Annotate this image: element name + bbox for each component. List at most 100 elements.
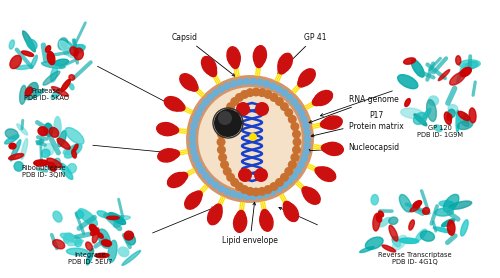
Ellipse shape [188, 135, 196, 143]
Ellipse shape [262, 80, 270, 88]
Ellipse shape [22, 31, 36, 52]
Ellipse shape [98, 229, 110, 248]
Ellipse shape [405, 99, 410, 106]
Ellipse shape [218, 111, 232, 125]
Text: RNA genome: RNA genome [309, 95, 399, 123]
Ellipse shape [10, 55, 22, 69]
Ellipse shape [58, 38, 68, 50]
Ellipse shape [125, 234, 136, 245]
Text: Lipid envelope: Lipid envelope [222, 202, 278, 245]
Ellipse shape [227, 47, 240, 66]
Ellipse shape [27, 39, 37, 49]
Ellipse shape [186, 75, 314, 203]
Ellipse shape [448, 109, 455, 118]
Ellipse shape [290, 98, 298, 106]
Ellipse shape [392, 237, 400, 247]
Ellipse shape [54, 116, 61, 137]
Ellipse shape [270, 182, 278, 191]
Ellipse shape [66, 128, 84, 144]
Ellipse shape [206, 177, 214, 185]
Ellipse shape [302, 187, 314, 198]
Ellipse shape [278, 61, 288, 74]
Ellipse shape [439, 201, 454, 207]
Ellipse shape [218, 122, 227, 131]
Ellipse shape [8, 153, 24, 160]
Ellipse shape [409, 220, 414, 230]
Ellipse shape [214, 109, 242, 137]
Ellipse shape [422, 208, 430, 214]
Ellipse shape [168, 173, 186, 187]
Ellipse shape [448, 105, 458, 113]
Ellipse shape [280, 173, 289, 182]
Ellipse shape [222, 167, 232, 176]
Ellipse shape [360, 247, 374, 253]
Ellipse shape [75, 240, 82, 247]
Ellipse shape [243, 193, 250, 200]
Ellipse shape [6, 129, 18, 139]
Ellipse shape [9, 143, 16, 149]
Ellipse shape [280, 181, 288, 189]
Text: Ribonuclease
PDB ID- 3QIN: Ribonuclease PDB ID- 3QIN [22, 165, 66, 178]
Ellipse shape [288, 160, 297, 169]
Ellipse shape [164, 97, 184, 111]
Ellipse shape [202, 98, 209, 106]
Ellipse shape [389, 225, 398, 241]
Ellipse shape [412, 59, 424, 77]
Ellipse shape [240, 185, 249, 194]
Ellipse shape [114, 219, 123, 227]
Ellipse shape [423, 108, 431, 119]
Ellipse shape [410, 205, 420, 212]
Ellipse shape [122, 250, 141, 265]
Ellipse shape [60, 39, 74, 51]
Ellipse shape [324, 142, 344, 155]
Ellipse shape [256, 192, 264, 200]
Ellipse shape [404, 58, 415, 64]
Ellipse shape [192, 155, 200, 162]
Text: Nucleocapsid: Nucleocapsid [308, 143, 400, 152]
Ellipse shape [389, 217, 398, 224]
Ellipse shape [444, 112, 452, 125]
Ellipse shape [226, 102, 235, 111]
Ellipse shape [70, 47, 78, 56]
Ellipse shape [302, 122, 310, 130]
Ellipse shape [74, 48, 84, 60]
Ellipse shape [249, 133, 257, 141]
Ellipse shape [49, 127, 58, 137]
Ellipse shape [198, 87, 302, 191]
Ellipse shape [304, 135, 312, 143]
Ellipse shape [275, 178, 284, 187]
Ellipse shape [198, 104, 205, 111]
Ellipse shape [275, 97, 284, 106]
Ellipse shape [456, 56, 461, 65]
Ellipse shape [66, 248, 88, 255]
Ellipse shape [264, 185, 272, 194]
Ellipse shape [294, 104, 302, 111]
Ellipse shape [212, 89, 220, 97]
Ellipse shape [458, 111, 469, 120]
Ellipse shape [42, 62, 65, 68]
Ellipse shape [402, 55, 478, 131]
Ellipse shape [74, 144, 78, 151]
Ellipse shape [190, 122, 198, 130]
Ellipse shape [298, 69, 316, 86]
Ellipse shape [290, 153, 300, 162]
Ellipse shape [72, 150, 76, 158]
Ellipse shape [260, 212, 273, 231]
Ellipse shape [8, 122, 80, 174]
Ellipse shape [224, 188, 231, 196]
Ellipse shape [264, 90, 272, 99]
Ellipse shape [236, 102, 250, 116]
Ellipse shape [298, 109, 305, 117]
Ellipse shape [236, 210, 246, 224]
Ellipse shape [413, 201, 422, 208]
Ellipse shape [366, 237, 383, 249]
Ellipse shape [230, 55, 239, 68]
Ellipse shape [269, 82, 276, 90]
Ellipse shape [292, 138, 302, 147]
Text: GP 41: GP 41 [278, 33, 326, 74]
Ellipse shape [45, 211, 135, 261]
Ellipse shape [450, 72, 466, 85]
Ellipse shape [290, 172, 298, 180]
Ellipse shape [294, 167, 302, 174]
Ellipse shape [460, 220, 468, 236]
